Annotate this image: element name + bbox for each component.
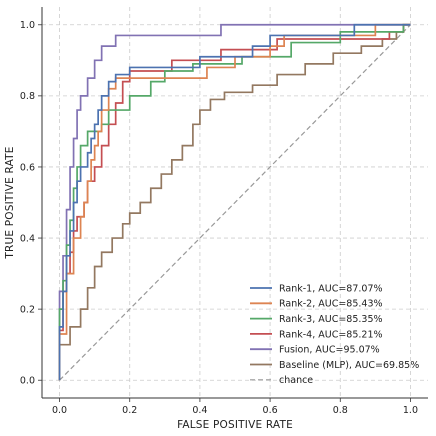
axes (38, 7, 428, 402)
legend-label-6: chance (279, 375, 313, 386)
series-line-5 (58, 23, 411, 381)
y-axis-label: TRUE POSITIVE RATE (4, 146, 16, 259)
x-tick-label: 0.4 (192, 405, 207, 416)
y-tick-label: 0.0 (20, 376, 35, 387)
x-tick-label: 1.0 (403, 405, 418, 416)
x-tick-label: 0.2 (122, 405, 137, 416)
grid-lines (42, 7, 428, 398)
legend-label-4: Fusion, AUC=95.07% (279, 345, 380, 356)
legend-label-5: Baseline (MLP), AUC=69.85% (279, 360, 419, 371)
series-line-0 (58, 23, 411, 381)
legend: Rank-1, AUC=87.07% Rank-2, AUC=85.43% Rank… (250, 283, 419, 386)
x-tick-label: 0.6 (263, 405, 278, 416)
x-tick-label: 0.0 (52, 405, 67, 416)
y-tick-label: 1.0 (20, 20, 35, 31)
y-tick-label: 0.2 (20, 304, 35, 315)
legend-label-0: Rank-1, AUC=87.07% (279, 283, 383, 294)
y-tick-label: 0.8 (20, 91, 35, 102)
x-tick-label: 0.8 (333, 405, 348, 416)
series-line-3 (58, 23, 411, 381)
legend-label-3: Rank-4, AUC=85.21% (279, 329, 383, 340)
y-tick-label: 0.4 (20, 233, 35, 244)
legend-label-1: Rank-2, AUC=85.43% (279, 299, 383, 310)
legend-label-2: Rank-3, AUC=85.35% (279, 314, 383, 325)
series-line-1 (58, 23, 411, 381)
series-layer (58, 23, 411, 381)
series-line-6 (59, 24, 411, 381)
y-tick-label: 0.6 (20, 162, 35, 173)
tick-labels: 0.0 0.2 0.4 0.6 0.8 1.0 0.0 0.2 0.4 0.6 0.8 1.0 (20, 20, 418, 416)
x-axis-label: FALSE POSITIVE RATE (177, 419, 293, 431)
